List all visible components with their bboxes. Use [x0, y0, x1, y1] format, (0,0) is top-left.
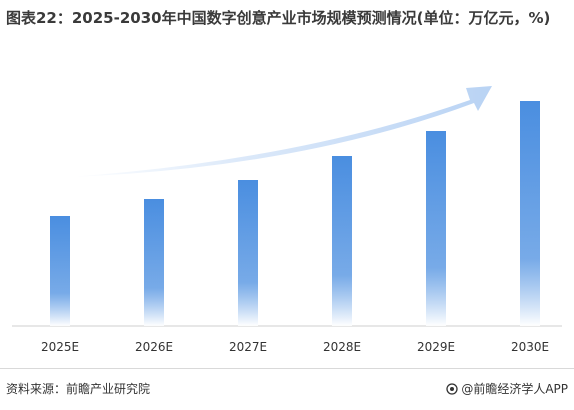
bar-2026E: [144, 199, 164, 326]
bar-2027E: [238, 180, 258, 326]
bar-2030E: [520, 101, 540, 326]
x-tick-labels: 2025E 2026E 2027E 2028E 2029E 2030E: [41, 340, 549, 354]
x-tick-label: 2029E: [417, 340, 455, 354]
brand-logo-icon: [446, 382, 458, 395]
x-tick-label: 2027E: [229, 340, 267, 354]
chart-title: 图表22：2025-2030年中国数字创意产业市场规模预测情况(单位：万亿元，%…: [6, 9, 551, 27]
brand-text: @前瞻经济学人APP: [461, 382, 568, 396]
x-tick-label: 2030E: [511, 340, 549, 354]
x-tick-label: 2028E: [323, 340, 361, 354]
source-label: 资料来源：前瞻产业研究院: [6, 382, 151, 396]
bar-2029E: [426, 131, 446, 326]
bars-group: [50, 101, 540, 326]
footer-divider: [0, 368, 574, 369]
x-tick-label: 2026E: [135, 340, 173, 354]
brand-label: @前瞻经济学人APP: [446, 380, 568, 397]
x-tick-label: 2025E: [41, 340, 79, 354]
bar-2025E: [50, 216, 70, 326]
bar-2028E: [332, 156, 352, 326]
